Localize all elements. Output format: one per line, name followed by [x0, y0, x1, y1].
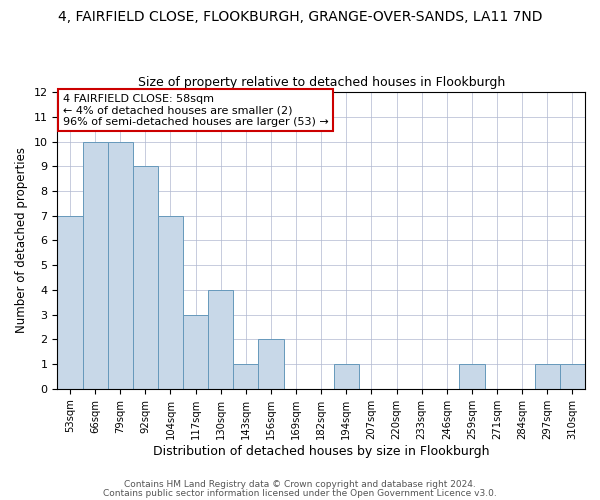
Bar: [233, 364, 259, 389]
Bar: [133, 166, 158, 389]
Bar: [83, 142, 107, 389]
Text: Contains HM Land Registry data © Crown copyright and database right 2024.: Contains HM Land Registry data © Crown c…: [124, 480, 476, 489]
Text: 4 FAIRFIELD CLOSE: 58sqm
← 4% of detached houses are smaller (2)
96% of semi-det: 4 FAIRFIELD CLOSE: 58sqm ← 4% of detache…: [62, 94, 328, 126]
Bar: [107, 142, 133, 389]
Bar: [58, 216, 83, 389]
Y-axis label: Number of detached properties: Number of detached properties: [15, 148, 28, 334]
Title: Size of property relative to detached houses in Flookburgh: Size of property relative to detached ho…: [137, 76, 505, 90]
Bar: [560, 364, 585, 389]
X-axis label: Distribution of detached houses by size in Flookburgh: Distribution of detached houses by size …: [153, 444, 490, 458]
Text: 4, FAIRFIELD CLOSE, FLOOKBURGH, GRANGE-OVER-SANDS, LA11 7ND: 4, FAIRFIELD CLOSE, FLOOKBURGH, GRANGE-O…: [58, 10, 542, 24]
Bar: [535, 364, 560, 389]
Bar: [460, 364, 485, 389]
Bar: [208, 290, 233, 389]
Bar: [158, 216, 183, 389]
Bar: [183, 314, 208, 389]
Bar: [259, 340, 284, 389]
Bar: [334, 364, 359, 389]
Text: Contains public sector information licensed under the Open Government Licence v3: Contains public sector information licen…: [103, 488, 497, 498]
